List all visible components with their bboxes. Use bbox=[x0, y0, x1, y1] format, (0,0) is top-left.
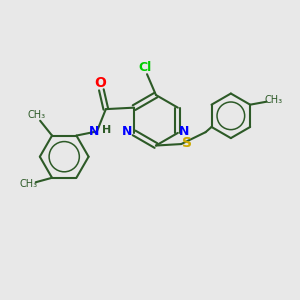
Text: CH₃: CH₃ bbox=[28, 110, 46, 120]
Text: N: N bbox=[179, 125, 190, 138]
Text: O: O bbox=[94, 76, 106, 90]
Text: N: N bbox=[122, 125, 133, 138]
Text: S: S bbox=[182, 136, 192, 150]
Text: H: H bbox=[102, 125, 111, 135]
Text: CH₃: CH₃ bbox=[19, 179, 37, 189]
Text: Cl: Cl bbox=[138, 61, 151, 74]
Text: N: N bbox=[89, 125, 100, 138]
Text: CH₃: CH₃ bbox=[265, 95, 283, 105]
